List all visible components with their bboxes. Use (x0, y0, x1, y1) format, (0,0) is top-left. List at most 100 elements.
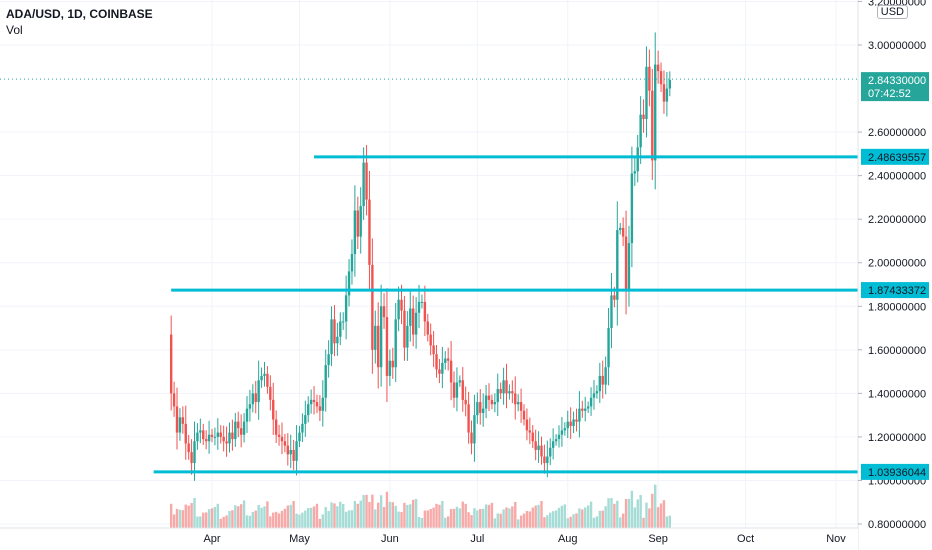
candle (263, 361, 266, 387)
candle-body (540, 445, 543, 457)
candle (327, 340, 330, 378)
volume-bar (566, 518, 569, 528)
volume-bar (531, 507, 534, 528)
candle-body (289, 449, 292, 455)
volume-bar (414, 499, 418, 528)
candle (656, 50, 660, 84)
candle-body (534, 441, 537, 450)
candle-body (455, 382, 459, 398)
candle (543, 444, 546, 474)
time-tick-label: Apr (203, 533, 220, 545)
candle (537, 431, 540, 463)
volume-bar (659, 503, 663, 528)
candle (525, 408, 529, 441)
candle (423, 285, 427, 337)
candle (403, 296, 406, 361)
volume-bar (534, 505, 537, 528)
candle-body (330, 319, 333, 355)
candle (362, 147, 365, 220)
candle-body (464, 399, 467, 405)
volume-bar (581, 509, 584, 528)
volume-bar (426, 510, 429, 528)
volume-bar (549, 512, 552, 528)
candle (645, 46, 648, 138)
candle-body (400, 299, 403, 311)
candle (254, 380, 257, 414)
volume-bar (528, 511, 532, 528)
candle-body (394, 319, 397, 368)
candle (222, 425, 225, 452)
candle (260, 367, 263, 388)
current-price-box (861, 72, 929, 102)
candle (277, 424, 281, 446)
candle (575, 408, 578, 432)
candle (196, 423, 199, 450)
candle-body (368, 199, 371, 265)
candle-body (190, 452, 193, 464)
volume-bar (321, 514, 325, 528)
candle-body (516, 402, 520, 405)
candle-body (318, 406, 322, 411)
candle-body (473, 415, 476, 444)
volume-bar (467, 512, 470, 528)
volume-bar (429, 509, 432, 528)
level-label-box (861, 282, 929, 299)
candle (531, 425, 534, 449)
candle (248, 389, 252, 422)
candle (181, 406, 185, 434)
candle-body (260, 375, 263, 381)
volume-bar (280, 510, 284, 528)
volume-bar (665, 516, 669, 528)
candle-body (420, 301, 424, 303)
volume-bar (336, 506, 339, 528)
candle-body (272, 399, 275, 420)
candle-body (572, 419, 575, 427)
candle (648, 49, 651, 107)
volume-bar (202, 512, 205, 528)
candle (307, 396, 310, 423)
candle (627, 225, 631, 307)
volume-bar (563, 504, 567, 528)
volume-bar (196, 516, 199, 528)
candle-body (242, 421, 246, 435)
volume-bar (639, 495, 642, 528)
candle-body (257, 380, 260, 403)
candle-body (350, 254, 354, 272)
volume-bar (438, 504, 441, 528)
candle-body (642, 114, 645, 120)
volume-bar (204, 512, 208, 528)
candle-body (406, 325, 409, 348)
candle (496, 373, 499, 417)
candle-body (391, 360, 394, 368)
candle (377, 302, 380, 389)
candle (619, 222, 622, 235)
volume-bars (169, 484, 671, 528)
candle (190, 439, 193, 475)
price-tick-label: 0.80000000 (868, 519, 926, 531)
candle-body (630, 173, 634, 244)
candle-body (528, 430, 532, 433)
volume-bar (359, 500, 362, 528)
candle-body (508, 391, 511, 394)
candle-body (277, 434, 281, 437)
candle (175, 387, 179, 450)
candle (210, 428, 214, 443)
candle-body (659, 71, 663, 85)
volume-bar (522, 513, 526, 528)
level-label-box (861, 148, 929, 165)
candle-body (467, 404, 470, 433)
candle (452, 371, 456, 408)
currency-unit-button[interactable]: USD (876, 5, 908, 19)
candle (257, 360, 260, 420)
candle-body (438, 369, 441, 374)
volume-bar (374, 509, 377, 528)
time-axis: Apr May Jun Jul Aug Sep Oct Nov (0, 527, 858, 550)
candle (219, 425, 222, 444)
candle (318, 395, 322, 422)
volume-bar (525, 511, 529, 528)
volume-bar (213, 507, 217, 528)
volume-bar (251, 512, 255, 528)
candle (551, 428, 555, 460)
candle (289, 434, 292, 469)
